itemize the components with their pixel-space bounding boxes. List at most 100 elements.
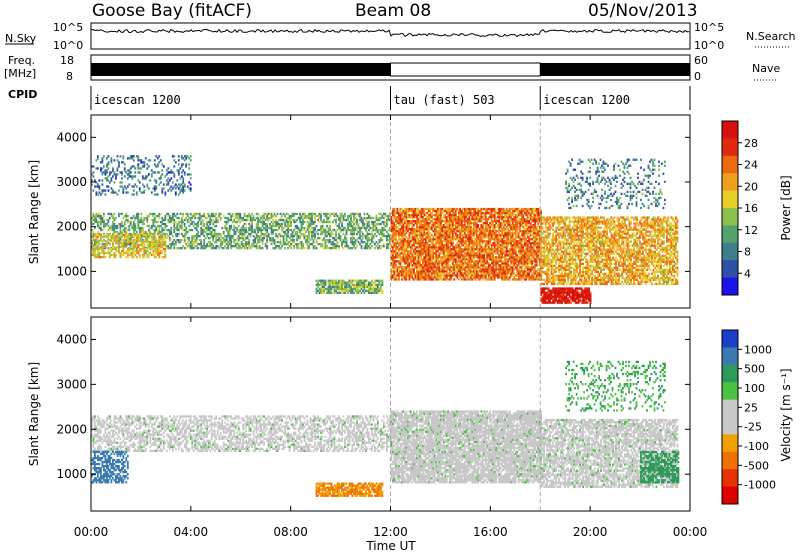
scatter-cell	[112, 214, 114, 218]
scatter-cell	[474, 252, 477, 255]
scatter-cell	[263, 232, 265, 236]
scatter-cell	[421, 220, 424, 223]
scatter-cell	[118, 243, 120, 247]
scatter-cell	[390, 224, 393, 227]
scatter-cell	[311, 243, 313, 246]
scatter-cell	[445, 278, 448, 281]
scatter-cell	[97, 157, 99, 160]
scatter-cell	[456, 276, 459, 279]
scatter-cell	[140, 233, 143, 237]
scatter-cell	[465, 254, 468, 257]
scatter-cell	[424, 250, 427, 253]
scatter-cell	[101, 218, 104, 222]
scatter-cell	[173, 212, 176, 216]
scatter-cell	[436, 234, 439, 237]
scatter-cell	[438, 230, 441, 233]
scatter-cell	[129, 167, 132, 170]
scatter-cell	[424, 222, 427, 225]
scatter-cell	[459, 268, 462, 271]
scatter-cell	[435, 250, 438, 253]
scatter-cell	[471, 230, 474, 233]
scatter-cell	[357, 281, 360, 284]
scatter-cell	[257, 230, 259, 234]
scatter-cell	[197, 216, 200, 220]
scatter-cell	[435, 254, 438, 257]
scatter-cell	[411, 276, 414, 279]
scatter-cell	[424, 226, 427, 229]
scatter-cell	[125, 239, 128, 242]
scatter-cell	[171, 155, 174, 158]
freq-label-1: Freq.	[8, 54, 35, 67]
scatter-cell	[158, 226, 161, 230]
scatter-cell	[260, 216, 262, 220]
scatter-cell	[95, 243, 98, 247]
scatter-cell	[392, 260, 394, 263]
scatter-cell	[296, 226, 298, 230]
scatter-cell	[478, 252, 481, 255]
scatter-cell	[97, 220, 99, 224]
scatter-cell	[438, 216, 441, 219]
scatter-cell	[159, 224, 162, 228]
scatter-cell	[329, 283, 331, 286]
scatter-cell	[131, 256, 134, 259]
scatter-cell	[432, 246, 435, 249]
scatter-cell	[362, 285, 364, 288]
scatter-cell	[300, 228, 303, 232]
scatter-cell	[227, 216, 230, 220]
scatter-cell	[466, 230, 469, 233]
scatter-cell	[95, 239, 98, 243]
scatter-cell	[474, 226, 477, 229]
scatter-cell	[153, 185, 156, 188]
scatter-cell	[426, 276, 429, 279]
scatter-cell	[228, 239, 231, 242]
scatter-cell	[209, 230, 212, 234]
scatter-cell	[350, 239, 352, 242]
scatter-cell	[408, 220, 411, 223]
scatter-cell	[469, 250, 472, 253]
scatter-cell	[380, 287, 382, 290]
scatter-cell	[309, 212, 312, 216]
scatter-cell	[424, 270, 427, 273]
scatter-cell	[375, 230, 378, 234]
scatter-cell	[408, 216, 411, 219]
scatter-cell	[188, 224, 191, 228]
scatter-cell	[141, 161, 144, 164]
scatter-cell	[426, 246, 429, 249]
scatter-cell	[324, 243, 327, 246]
scatter-cell	[242, 218, 244, 222]
scatter-cell	[243, 235, 246, 238]
scatter-cell	[104, 245, 107, 249]
scatter-cell	[91, 183, 93, 186]
scatter-cell	[309, 222, 312, 226]
scatter-cell	[460, 211, 463, 215]
scatter-cell	[173, 245, 176, 248]
scatter-cell	[109, 256, 111, 259]
scatter-cell	[411, 270, 414, 273]
scatter-cell	[113, 224, 116, 228]
scatter-cell	[390, 250, 393, 253]
scatter-cell	[471, 214, 474, 217]
scatter-cell	[468, 254, 471, 257]
scatter-cell	[264, 228, 267, 232]
scatter-cell	[441, 270, 444, 273]
scatter-cell	[448, 226, 451, 229]
scatter-cell	[423, 244, 426, 247]
scatter-cell	[144, 230, 147, 234]
scatter-cell	[423, 226, 426, 229]
scatter-cell	[430, 234, 433, 237]
scatter-cell	[438, 236, 441, 239]
scatter-cell	[94, 251, 96, 255]
scatter-cell	[481, 216, 484, 219]
scatter-cell	[368, 228, 370, 232]
scatter-cell	[146, 214, 149, 218]
scatter-cell	[444, 214, 447, 217]
scatter-cell	[91, 241, 93, 245]
scatter-cell	[236, 216, 239, 220]
scatter-cell	[411, 254, 414, 257]
scatter-cell	[469, 214, 472, 217]
scatter-cell	[201, 230, 204, 234]
scatter-cell	[156, 171, 159, 174]
scatter-cell	[113, 235, 116, 239]
scatter-cell	[354, 224, 357, 228]
scatter-cell	[171, 212, 174, 216]
